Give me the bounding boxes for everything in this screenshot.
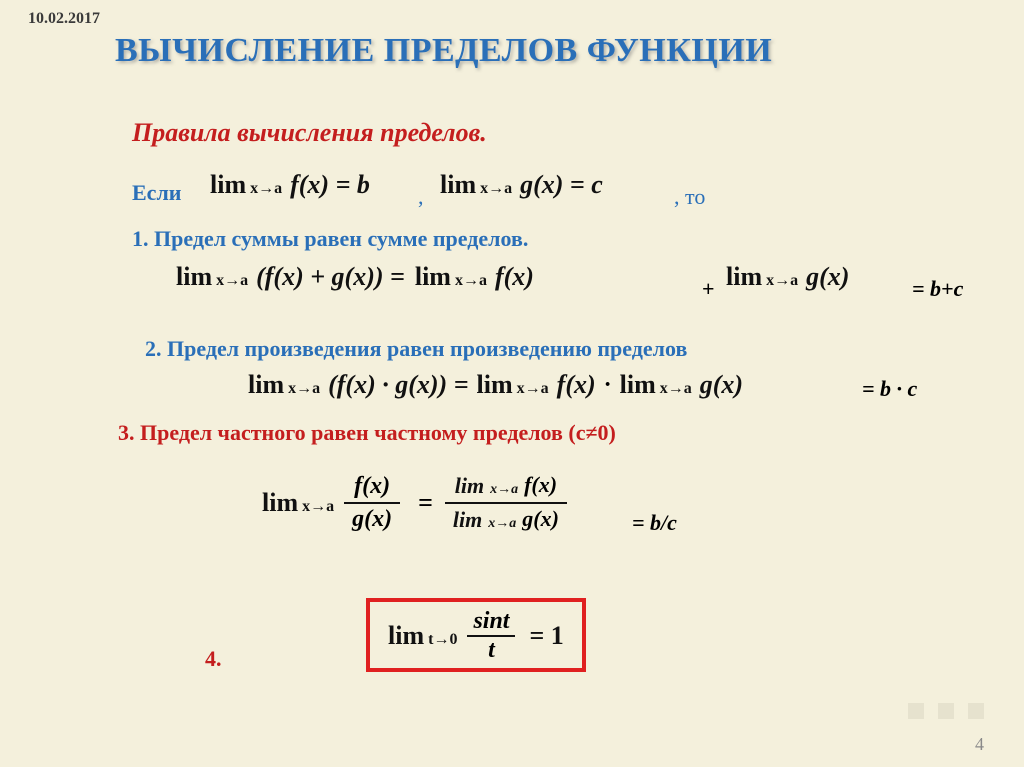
eq-b-times-c: = b · c — [862, 376, 917, 402]
rule4-number: 4. — [205, 646, 222, 672]
frac-den-t: t — [467, 637, 515, 664]
lim-label: lim — [262, 488, 298, 517]
page-title: ВЫЧИСЛЕНИЕ ПРЕДЕЛОВ ФУНКЦИИ — [115, 32, 772, 70]
plus-sign: + — [702, 276, 715, 302]
comma: , — [418, 184, 424, 210]
rule2-text: 2. Предел произведения равен произведени… — [145, 336, 687, 362]
decoration-dots — [908, 703, 984, 719]
lim-sub: x→a — [455, 272, 487, 289]
lim-sub: x→a — [490, 482, 518, 497]
rule1-equation: lim x→a (f(x) + g(x)) = lim x→a f(x) — [176, 262, 534, 292]
eq-b-div-c: = b/c — [632, 510, 677, 536]
dot-icon — [908, 703, 924, 719]
lim-sub: x→a — [302, 498, 334, 515]
rule3-text: 3. Предел частного равен частному предел… — [118, 420, 616, 446]
dot: · — [600, 372, 616, 398]
lim-sub: x→a — [480, 180, 512, 197]
lim-sub: x→a — [216, 272, 248, 289]
gx: g(x) — [522, 506, 559, 531]
boxed-limit: lim t→0 sint t = 1 — [366, 598, 586, 672]
lim-label: lim — [388, 621, 424, 650]
lim-label: lim — [726, 262, 762, 291]
lim-sub: x→a — [488, 516, 516, 531]
lim-label: lim — [415, 262, 451, 291]
then-word: , то — [674, 184, 705, 210]
eq-b-plus-c: = b+c — [912, 276, 963, 302]
lim-fx-eq-b: lim x→a f(x) = b — [210, 170, 370, 200]
fx: f(x) — [553, 370, 596, 400]
lim-label: lim — [455, 473, 484, 498]
expr-gx-c: g(x) = c — [516, 170, 603, 200]
lim-sub: x→a — [660, 380, 692, 397]
if-word: Если — [132, 180, 181, 206]
lim-label: lim — [453, 507, 482, 532]
frac-num-sint: sint — [467, 608, 515, 637]
sum-expr: (f(x) + g(x)) = — [252, 262, 405, 292]
gx: g(x) — [802, 262, 849, 292]
fx: f(x) — [524, 472, 557, 497]
lim-sub: x→a — [250, 180, 282, 197]
lim-sub-t0: t→0 — [428, 631, 457, 648]
lim-sub: x→a — [288, 380, 320, 397]
expr-fx-b: f(x) = b — [286, 170, 370, 200]
eq-sign: = — [410, 488, 441, 517]
lim-gx2: lim x→a g(x) — [726, 262, 849, 292]
frac-den-limgx: lim x→a g(x) — [445, 504, 567, 536]
lim-sub: x→a — [517, 380, 549, 397]
rule1-text: 1. Предел суммы равен сумме пределов. — [132, 226, 528, 252]
dot-icon — [938, 703, 954, 719]
lim-sub: x→a — [766, 272, 798, 289]
rule2-equation: lim x→a (f(x) · g(x)) = lim x→a f(x) · l… — [248, 370, 743, 400]
subtitle: Правила вычисления пределов. — [132, 118, 487, 148]
lim-label: lim — [620, 370, 656, 399]
page-number: 4 — [975, 734, 984, 755]
rule3-equation: lim x→a f(x) g(x) = lim x→a f(x) lim x→a… — [262, 470, 567, 536]
date-text: 10.02.2017 — [28, 10, 100, 28]
gx: g(x) — [696, 370, 743, 400]
frac-num-limfx: lim x→a f(x) — [445, 470, 567, 504]
lim-label: lim — [477, 370, 513, 399]
dot-icon — [968, 703, 984, 719]
frac-den-gx: g(x) — [344, 504, 400, 535]
eq-one: = 1 — [525, 621, 563, 651]
frac-num-fx: f(x) — [344, 471, 400, 504]
lim-label: lim — [248, 370, 284, 399]
lim-label: lim — [176, 262, 212, 291]
lim-label: lim — [440, 170, 476, 199]
lim-label: lim — [210, 170, 246, 199]
lim-gx-eq-c: lim x→a g(x) = c — [440, 170, 603, 200]
fx: f(x) — [491, 262, 534, 292]
prod-expr: (f(x) · g(x)) = — [324, 370, 468, 400]
